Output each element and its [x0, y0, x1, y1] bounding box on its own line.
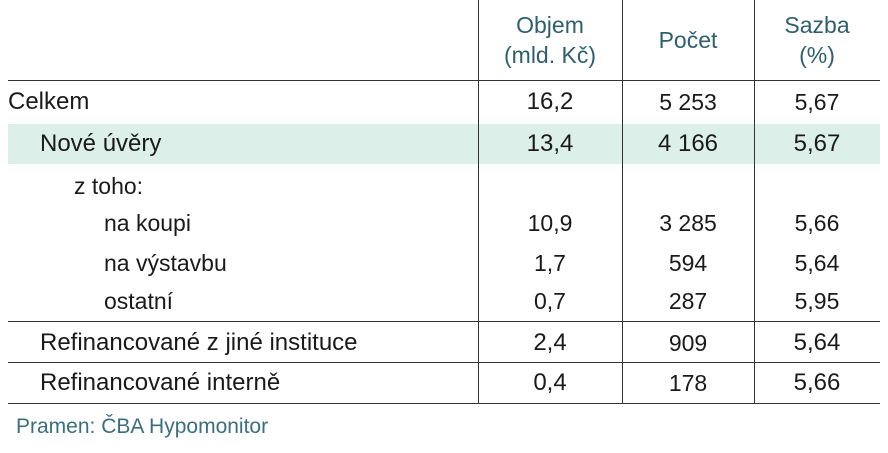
row-label: ostatní — [104, 287, 174, 314]
table-row: na koupi 10,9 3 285 5,66 — [8, 204, 880, 242]
header-objem: Objem (mld. Kč) — [478, 0, 622, 80]
row-objem: 1,7 — [534, 249, 566, 276]
row-label: Refinancované z jiné instituce — [40, 329, 358, 356]
header-objem-line1: Objem — [516, 12, 584, 38]
row-objem: 0,4 — [533, 369, 567, 396]
source-note: Pramen: ČBA Hypomonitor — [16, 415, 269, 438]
header-pocet-label: Počet — [658, 27, 718, 53]
table-header-row: Objem (mld. Kč) Počet Sazba (%) — [8, 0, 880, 80]
row-sazba: 5,66 — [793, 369, 841, 396]
row-label: na koupi — [104, 209, 191, 236]
table-row: na výstavbu 1,7 594 5,64 — [8, 244, 880, 282]
row-divider — [8, 362, 880, 363]
row-sazba: 5,64 — [793, 329, 841, 356]
row-sazba: 5,66 — [794, 209, 840, 236]
header-sazba: Sazba (%) — [754, 0, 880, 80]
row-sazba: 5,95 — [794, 287, 840, 314]
row-objem: 2,4 — [533, 329, 567, 356]
table-bottom-border — [8, 403, 880, 404]
header-divider — [8, 80, 880, 81]
row-objem: 10,9 — [527, 209, 573, 236]
header-objem-line2: (mld. Kč) — [504, 42, 596, 68]
row-pocet: 3 285 — [659, 209, 717, 236]
column-divider-pocet — [622, 0, 623, 404]
table-row: Celkem 16,2 5 253 5,67 — [8, 82, 880, 122]
row-label: Nové úvěry — [40, 130, 162, 157]
row-sazba: 5,67 — [793, 130, 841, 157]
table-row: Refinancované interně 0,4 178 5,66 — [8, 363, 880, 403]
row-objem: 16,2 — [526, 88, 574, 115]
header-sazba-line2: (%) — [799, 42, 835, 68]
column-divider-objem — [478, 0, 479, 404]
column-divider-sazba — [754, 0, 755, 404]
table-row: z toho: — [8, 166, 880, 206]
header-pocet: Počet — [622, 0, 754, 80]
row-pocet: 287 — [668, 287, 708, 314]
row-label: Refinancované interně — [40, 369, 281, 396]
row-objem: 0,7 — [534, 287, 566, 314]
row-pocet: 4 166 — [657, 130, 719, 157]
table-row: ostatní 0,7 287 5,95 — [8, 282, 880, 320]
table-row: Refinancované z jiné instituce 2,4 909 5… — [8, 323, 880, 363]
row-label: Celkem — [8, 88, 90, 115]
row-label: na výstavbu — [104, 249, 227, 276]
row-pocet: 178 — [668, 369, 708, 396]
row-pocet: 909 — [668, 329, 708, 356]
table-row-highlighted: Nové úvěry 13,4 4 166 5,67 — [8, 124, 880, 164]
row-pocet: 594 — [668, 249, 708, 276]
row-pocet: 5 253 — [659, 88, 717, 115]
row-sazba: 5,64 — [794, 249, 840, 276]
row-label: z toho: — [74, 172, 144, 199]
section-divider — [8, 321, 880, 322]
header-sazba-line1: Sazba — [784, 12, 850, 38]
row-objem: 13,4 — [526, 130, 574, 157]
row-sazba: 5,67 — [794, 88, 840, 115]
